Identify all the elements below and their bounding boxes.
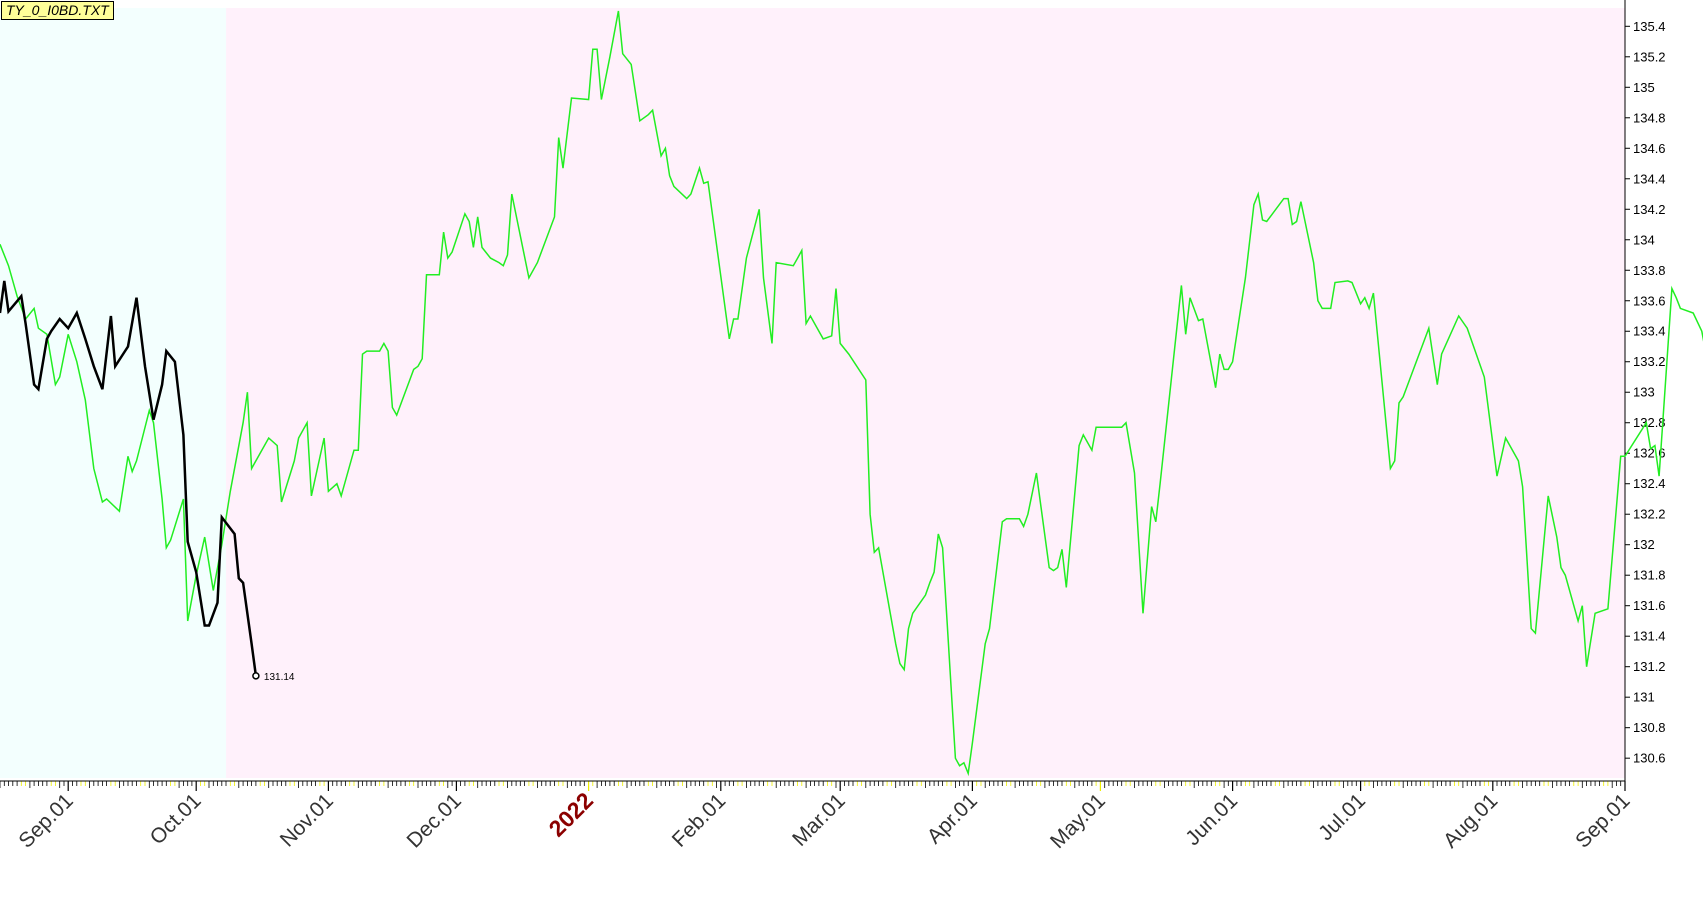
y-tick-label: 135 xyxy=(1633,80,1655,95)
y-tick-label: 135.2 xyxy=(1633,49,1666,64)
y-tick-label: 133 xyxy=(1633,385,1655,400)
y-tick-label: 130.8 xyxy=(1633,720,1666,735)
x-axis-labels: Sep.01 Oct.01 Nov.01 Dec.01 2022 Feb.01 Mar.01… xyxy=(14,787,1634,853)
last-price-label: 131.14 xyxy=(264,672,295,683)
x-tick-label: Nov.01 xyxy=(276,789,338,851)
x-minor-ticks xyxy=(0,781,1626,791)
x-tick-label: Mar.01 xyxy=(788,789,850,851)
x-tick-label-year: 2022 xyxy=(544,787,599,842)
actual-series-line xyxy=(0,280,258,676)
x-tick-label: Apr.01 xyxy=(923,789,982,848)
y-tick-label: 132.2 xyxy=(1633,507,1666,522)
forecast-series-line xyxy=(0,10,1703,777)
y-tick-label: 133.8 xyxy=(1633,263,1666,278)
x-tick-label: Jun.01 xyxy=(1181,789,1242,850)
x-tick-label: May.01 xyxy=(1046,789,1110,853)
x-tick-label: Feb.01 xyxy=(668,789,731,852)
y-axis-ticks: 130.6 130.8 131 131.2 131.4 131.6 131.8 132 132.… xyxy=(1625,19,1666,766)
y-tick-label: 131.6 xyxy=(1633,598,1666,613)
x-tick-label: Sep.01 xyxy=(14,789,77,852)
x-tick-label: Sep.01 xyxy=(1571,789,1634,852)
x-tick-label: Oct.01 xyxy=(146,789,206,849)
x-tick-label: Aug.01 xyxy=(1439,789,1502,852)
y-tick-label: 135.4 xyxy=(1633,19,1666,34)
history-region xyxy=(0,8,227,778)
y-tick-label: 133.4 xyxy=(1633,324,1666,339)
y-tick-label: 130.6 xyxy=(1633,751,1666,766)
y-tick-label: 132 xyxy=(1633,537,1655,552)
x-tick-label: Jul.01 xyxy=(1314,789,1370,845)
y-tick-label: 133.6 xyxy=(1633,293,1666,308)
forecast-region xyxy=(226,8,1626,778)
y-tick-label: 131 xyxy=(1633,690,1655,705)
y-tick-label: 134.6 xyxy=(1633,141,1666,156)
y-tick-label: 131.2 xyxy=(1633,659,1666,674)
y-tick-label: 132.6 xyxy=(1633,446,1666,461)
y-tick-label: 131.4 xyxy=(1633,629,1666,644)
y-tick-label: 132.8 xyxy=(1633,415,1666,430)
y-tick-label: 132.4 xyxy=(1633,476,1666,491)
last-price-marker xyxy=(252,672,260,680)
y-tick-label: 134.2 xyxy=(1633,202,1666,217)
y-tick-label: 134.8 xyxy=(1633,110,1666,125)
y-tick-label: 134 xyxy=(1633,232,1655,247)
chart-title: TY_0_I0BD.TXT xyxy=(1,1,114,20)
y-tick-label: 134.4 xyxy=(1633,171,1666,186)
y-tick-label: 133.2 xyxy=(1633,354,1666,369)
y-tick-label: 131.8 xyxy=(1633,568,1666,583)
x-tick-label: Dec.01 xyxy=(403,789,466,852)
